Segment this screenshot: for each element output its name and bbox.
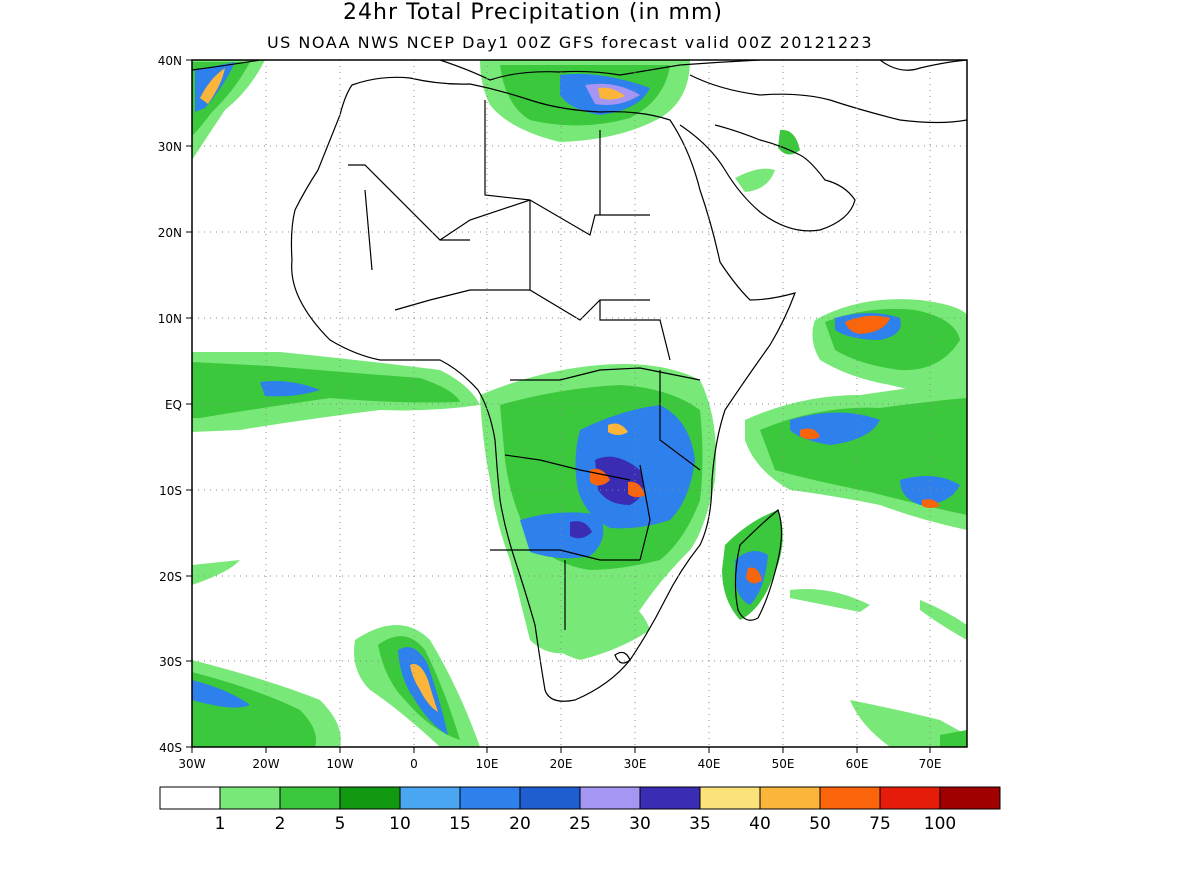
gridlines xyxy=(192,60,967,747)
lat-tick-label: 10N xyxy=(158,312,182,326)
lat-tick-label: 10S xyxy=(159,484,182,498)
lon-tick-label: 70E xyxy=(919,757,942,771)
colorbar-swatch xyxy=(579,786,641,810)
colorbar-label: 10 xyxy=(389,814,411,834)
colorbar-label: 20 xyxy=(509,814,531,834)
lat-tick-label: 20S xyxy=(159,570,182,584)
colorbar-swatch xyxy=(519,786,581,810)
lon-tick-label: 60E xyxy=(846,757,869,771)
lat-tick-label: 20N xyxy=(158,226,182,240)
map-area xyxy=(192,60,967,747)
lat-tick-label: 40S xyxy=(159,741,182,755)
colorbar-swatch xyxy=(459,786,521,810)
colorbar-label: 50 xyxy=(809,814,831,834)
colorbar-swatch xyxy=(819,786,881,810)
map-subtitle: US NOAA NWS NCEP Day1 00Z GFS forecast v… xyxy=(266,33,874,52)
colorbar-label: 5 xyxy=(335,814,346,834)
colorbar-swatch xyxy=(699,786,761,810)
lat-tick-label: 30S xyxy=(159,655,182,669)
colorbar-swatch xyxy=(339,786,401,810)
lon-tick-label: 10W xyxy=(326,757,353,771)
colorbar-swatch xyxy=(219,786,281,810)
colorbar-swatch xyxy=(159,786,221,810)
colorbar-label: 100 xyxy=(924,814,956,834)
coastlines xyxy=(192,60,967,702)
tick-marks xyxy=(186,59,931,753)
lat-tick-label: EQ xyxy=(165,398,182,412)
colorbar-legend: 1 2 5 10 15 20 25 30 35 40 50 75 100 xyxy=(159,786,1001,834)
colorbar-swatch xyxy=(759,786,821,810)
colorbar-swatch xyxy=(279,786,341,810)
lat-axis-labels: 40N 30N 20N 10N EQ 10S 20S 30S 40S xyxy=(158,54,182,755)
colorbar-swatch xyxy=(879,786,941,810)
lat-tick-label: 30N xyxy=(158,140,182,154)
lon-tick-label: 0 xyxy=(410,757,418,771)
lon-tick-label: 20E xyxy=(550,757,573,771)
colorbar-label: 40 xyxy=(749,814,771,834)
colorbar-label: 75 xyxy=(869,814,891,834)
precipitation-field xyxy=(192,60,967,747)
lon-tick-label: 40E xyxy=(698,757,721,771)
colorbar-label: 2 xyxy=(275,814,286,834)
colorbar-swatch xyxy=(399,786,461,810)
colorbar-swatch xyxy=(939,786,1001,810)
colorbar-label: 25 xyxy=(569,814,591,834)
lon-tick-label: 30E xyxy=(624,757,647,771)
colorbar-label: 30 xyxy=(629,814,651,834)
colorbar-label: 1 xyxy=(215,814,226,834)
lon-tick-label: 20W xyxy=(252,757,279,771)
lon-tick-label: 10E xyxy=(476,757,499,771)
lon-axis-labels: 30W 20W 10W 0 10E 20E 30E 40E 50E 60E 70… xyxy=(178,757,941,771)
map-title: 24hr Total Precipitation (in mm) xyxy=(343,0,723,25)
lon-tick-label: 50E xyxy=(772,757,795,771)
colorbar-swatch xyxy=(639,786,701,810)
lon-tick-label: 30W xyxy=(178,757,205,771)
colorbar-label: 15 xyxy=(449,814,471,834)
colorbar-label: 35 xyxy=(689,814,711,834)
lat-tick-label: 40N xyxy=(158,54,182,68)
